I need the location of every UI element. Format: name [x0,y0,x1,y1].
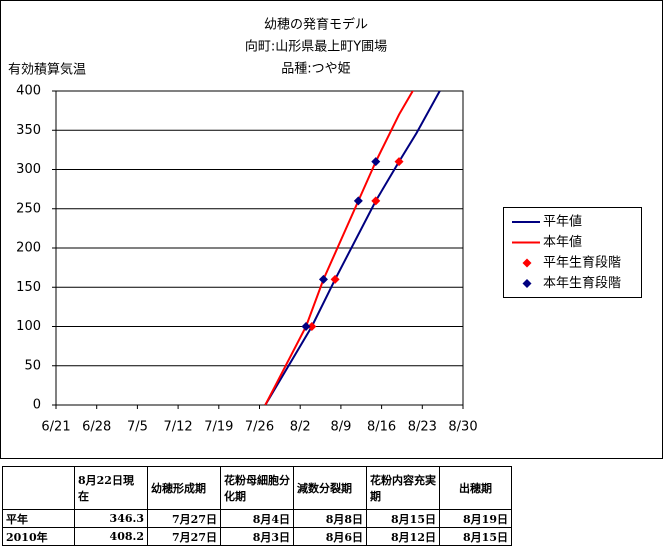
y-tick-label: 150 [16,280,41,295]
table-header: 花粉内容充実期 [366,466,440,510]
y-tick-label: 0 [33,398,41,413]
table-header: 出穂期 [439,466,512,510]
stage-point [330,274,340,284]
legend-label: 本年値 [543,234,582,250]
chart-subtitle: 向町:山形県最上町Y圃場 [245,39,387,55]
y-tick-label: 350 [16,123,41,138]
x-tick-label: 6/21 [41,420,70,435]
table-cell: 8月8日 [293,509,367,528]
stage-point [353,196,363,206]
x-tick-label: 8/9 [330,420,351,435]
table-cell: 8月3日 [220,527,294,546]
legend-marker [522,258,532,268]
x-tick-label: 8/16 [367,420,396,435]
chart-subtitle: 品種:つや姫 [281,61,350,77]
y-tick-label: 200 [16,241,41,256]
table-cell: 8月4日 [220,509,294,528]
table-cell: 7月27日 [147,509,221,528]
table-header: 8月22日現在 [74,466,148,510]
table-cell: 8月6日 [293,527,367,546]
table-header: 花粉母細胞分化期 [220,466,294,510]
table-header: 幼穂形成期 [147,466,221,510]
table-cell: 7月27日 [147,527,221,546]
x-tick-label: 7/19 [204,420,233,435]
x-tick-label: 8/2 [290,420,311,435]
legend-label: 平年生育段階 [543,255,621,271]
x-tick-label: 7/26 [245,420,274,435]
table-header: 減数分裂期 [293,466,367,510]
legend-label: 平年値 [543,214,582,230]
stage-point [371,157,381,167]
y-tick-label: 100 [16,319,41,334]
y-axis-label: 有効積算気温 [8,62,86,78]
stage-point [307,322,317,331]
table-cell: 平年 [2,509,75,528]
data-table: 8月22日現在 幼穂形成期 花粉母細胞分化期 減数分裂期 花粉内容充実期 出穂期… [2,466,512,546]
x-tick-label: 6/28 [82,420,111,435]
table-cell: 8月15日 [366,509,440,528]
stage-point [318,274,328,284]
stage-point [394,157,404,167]
x-tick-label: 7/5 [127,420,148,435]
table-cell: 8月19日 [439,509,512,528]
table-cell: 8月15日 [439,527,512,546]
legend-marker [522,279,532,288]
x-tick-label: 8/23 [408,420,437,435]
y-tick-label: 300 [16,162,41,177]
table-cell: 8月12日 [366,527,440,546]
legend-label: 本年生育段階 [543,275,621,291]
chart-title: 幼穂の発育モデル [264,17,368,33]
table-cell: 346.3 [74,509,148,528]
x-tick-label: 7/12 [163,420,192,435]
x-tick-label: 8/30 [448,420,477,435]
y-tick-label: 400 [16,84,41,99]
stage-point [371,196,381,206]
plot-border [55,90,464,406]
plot-series [264,91,441,405]
table-cell: 2010年 [2,527,75,546]
table-cell: 408.2 [74,527,148,546]
y-tick-label: 250 [16,201,41,216]
chart: 幼穂の発育モデル 向町:山形県最上町Y圃場 品種:つや姫 有効積算気温 0 50 1… [0,0,663,459]
stage-point [301,322,311,331]
y-tick-label: 50 [24,358,41,373]
table-header [2,466,75,510]
